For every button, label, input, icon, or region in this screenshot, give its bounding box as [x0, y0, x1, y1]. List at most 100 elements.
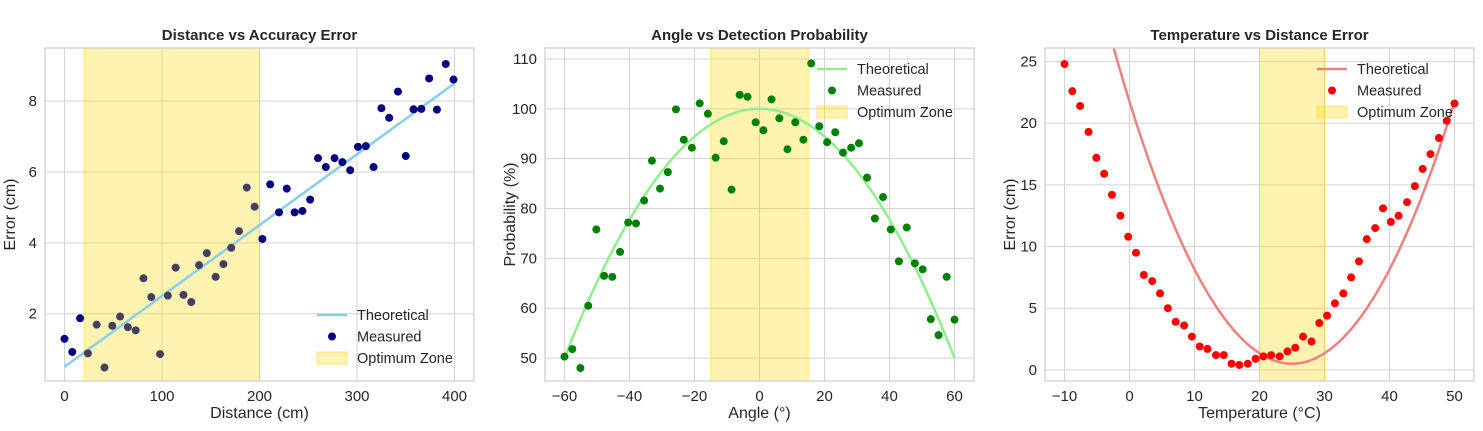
x-tick-label: 40	[1381, 388, 1398, 405]
measured-point	[1418, 164, 1427, 173]
measured-point	[290, 208, 299, 217]
legend-measured-swatch	[828, 86, 836, 95]
x-axis-label: Angle (°)	[728, 405, 790, 422]
measured-point	[791, 118, 800, 127]
measured-point	[799, 135, 808, 144]
measured-point	[656, 184, 665, 193]
measured-point	[353, 142, 362, 151]
legend-zone-label: Optimum Zone	[1357, 105, 1453, 121]
legend-theoretical-label: Theoretical	[357, 308, 429, 324]
measured-point	[1323, 311, 1332, 320]
measured-point	[1339, 289, 1348, 298]
measured-point	[751, 118, 760, 127]
measured-point	[1060, 60, 1069, 69]
y-tick-label: 110	[513, 51, 537, 68]
measured-point	[624, 218, 633, 227]
y-tick-label: 60	[520, 300, 537, 317]
y-tick-label: 5	[1029, 300, 1037, 317]
measured-points	[60, 59, 458, 372]
measured-point	[759, 126, 768, 135]
theoretical-line	[1112, 48, 1456, 365]
measured-point	[131, 326, 140, 335]
y-tick-label: 6	[29, 164, 37, 181]
legend-zone-label: Optimum Zone	[857, 105, 953, 121]
measured-point	[235, 227, 244, 236]
measured-point	[1219, 351, 1228, 360]
x-tick-label: 60	[946, 388, 963, 405]
legend: Theoretical Measured Optimum Zone	[1316, 62, 1453, 121]
measured-point	[1203, 344, 1212, 353]
chart-title: Distance vs Accuracy Error	[162, 27, 358, 44]
measured-point	[926, 315, 935, 324]
measured-point	[83, 349, 92, 358]
measured-point	[116, 312, 125, 321]
measured-point	[401, 152, 410, 161]
legend: Theoretical Measured Optimum Zone	[816, 62, 953, 121]
measured-point	[1195, 342, 1204, 351]
measured-point	[1291, 343, 1300, 352]
optimum-zone-band	[83, 47, 260, 382]
measured-point	[409, 105, 418, 114]
measured-point	[879, 193, 887, 202]
x-tick-label: 10	[1186, 388, 1203, 405]
measured-point	[1251, 354, 1260, 363]
measured-point	[727, 185, 736, 194]
measured-point	[568, 345, 577, 354]
y-tick-label: 70	[520, 250, 537, 267]
x-tick-label: 100	[149, 388, 174, 405]
measured-point	[1386, 217, 1395, 226]
measured-point	[1084, 127, 1093, 136]
measured-point	[1330, 299, 1339, 308]
measured-point	[1116, 211, 1125, 220]
measured-point	[1410, 182, 1419, 191]
measured-point	[894, 257, 903, 266]
measured-point	[275, 208, 283, 217]
measured-point	[616, 247, 625, 256]
measured-point	[123, 323, 132, 332]
measured-point	[823, 138, 832, 147]
measured-point	[211, 272, 220, 281]
chart-title: Temperature vs Distance Error	[1150, 27, 1368, 44]
measured-point	[1403, 198, 1412, 207]
measured-point	[831, 128, 840, 137]
measured-point	[60, 334, 69, 343]
measured-point	[807, 59, 816, 68]
measured-point	[1068, 87, 1077, 96]
measured-point	[147, 293, 156, 302]
measured-point	[321, 163, 330, 172]
optimum-zone-band	[710, 47, 809, 382]
measured-point	[839, 148, 848, 157]
x-axis-label: Temperature (°C)	[1198, 405, 1321, 422]
measured-point	[1100, 169, 1109, 178]
y-tick-label: 8	[29, 93, 37, 110]
measured-point	[1307, 337, 1316, 346]
measured-point	[139, 274, 148, 283]
measured-point	[1124, 232, 1133, 241]
measured-point	[1139, 270, 1148, 279]
measured-point	[156, 350, 165, 359]
y-tick-label: 25	[1020, 54, 1037, 71]
measured-point	[1148, 277, 1157, 286]
x-tick-label: −60	[552, 388, 577, 405]
measured-point	[385, 113, 394, 122]
legend-zone-swatch	[816, 105, 848, 119]
measured-point	[330, 154, 339, 163]
legend-measured-label: Measured	[857, 84, 921, 100]
measured-point	[441, 59, 450, 68]
measured-point	[369, 163, 378, 172]
y-tick-label: 50	[520, 350, 537, 367]
measured-point	[1354, 257, 1363, 266]
measured-point	[1450, 99, 1459, 108]
chart-panel-2: −60 −40 −20 0 20 40 60 50 60 70 80 90 100 110 Angle vs…	[502, 27, 975, 422]
measured-point	[1347, 273, 1356, 282]
x-tick-label: 0	[1125, 388, 1133, 405]
y-tick-label: 100	[512, 101, 537, 118]
measured-point	[1235, 360, 1244, 369]
measured-point	[242, 183, 251, 192]
x-tick-label: 30	[1316, 388, 1333, 405]
measured-point	[600, 271, 609, 280]
measured-point	[1156, 289, 1165, 298]
measured-point	[1076, 101, 1085, 110]
measured-point	[227, 243, 236, 252]
